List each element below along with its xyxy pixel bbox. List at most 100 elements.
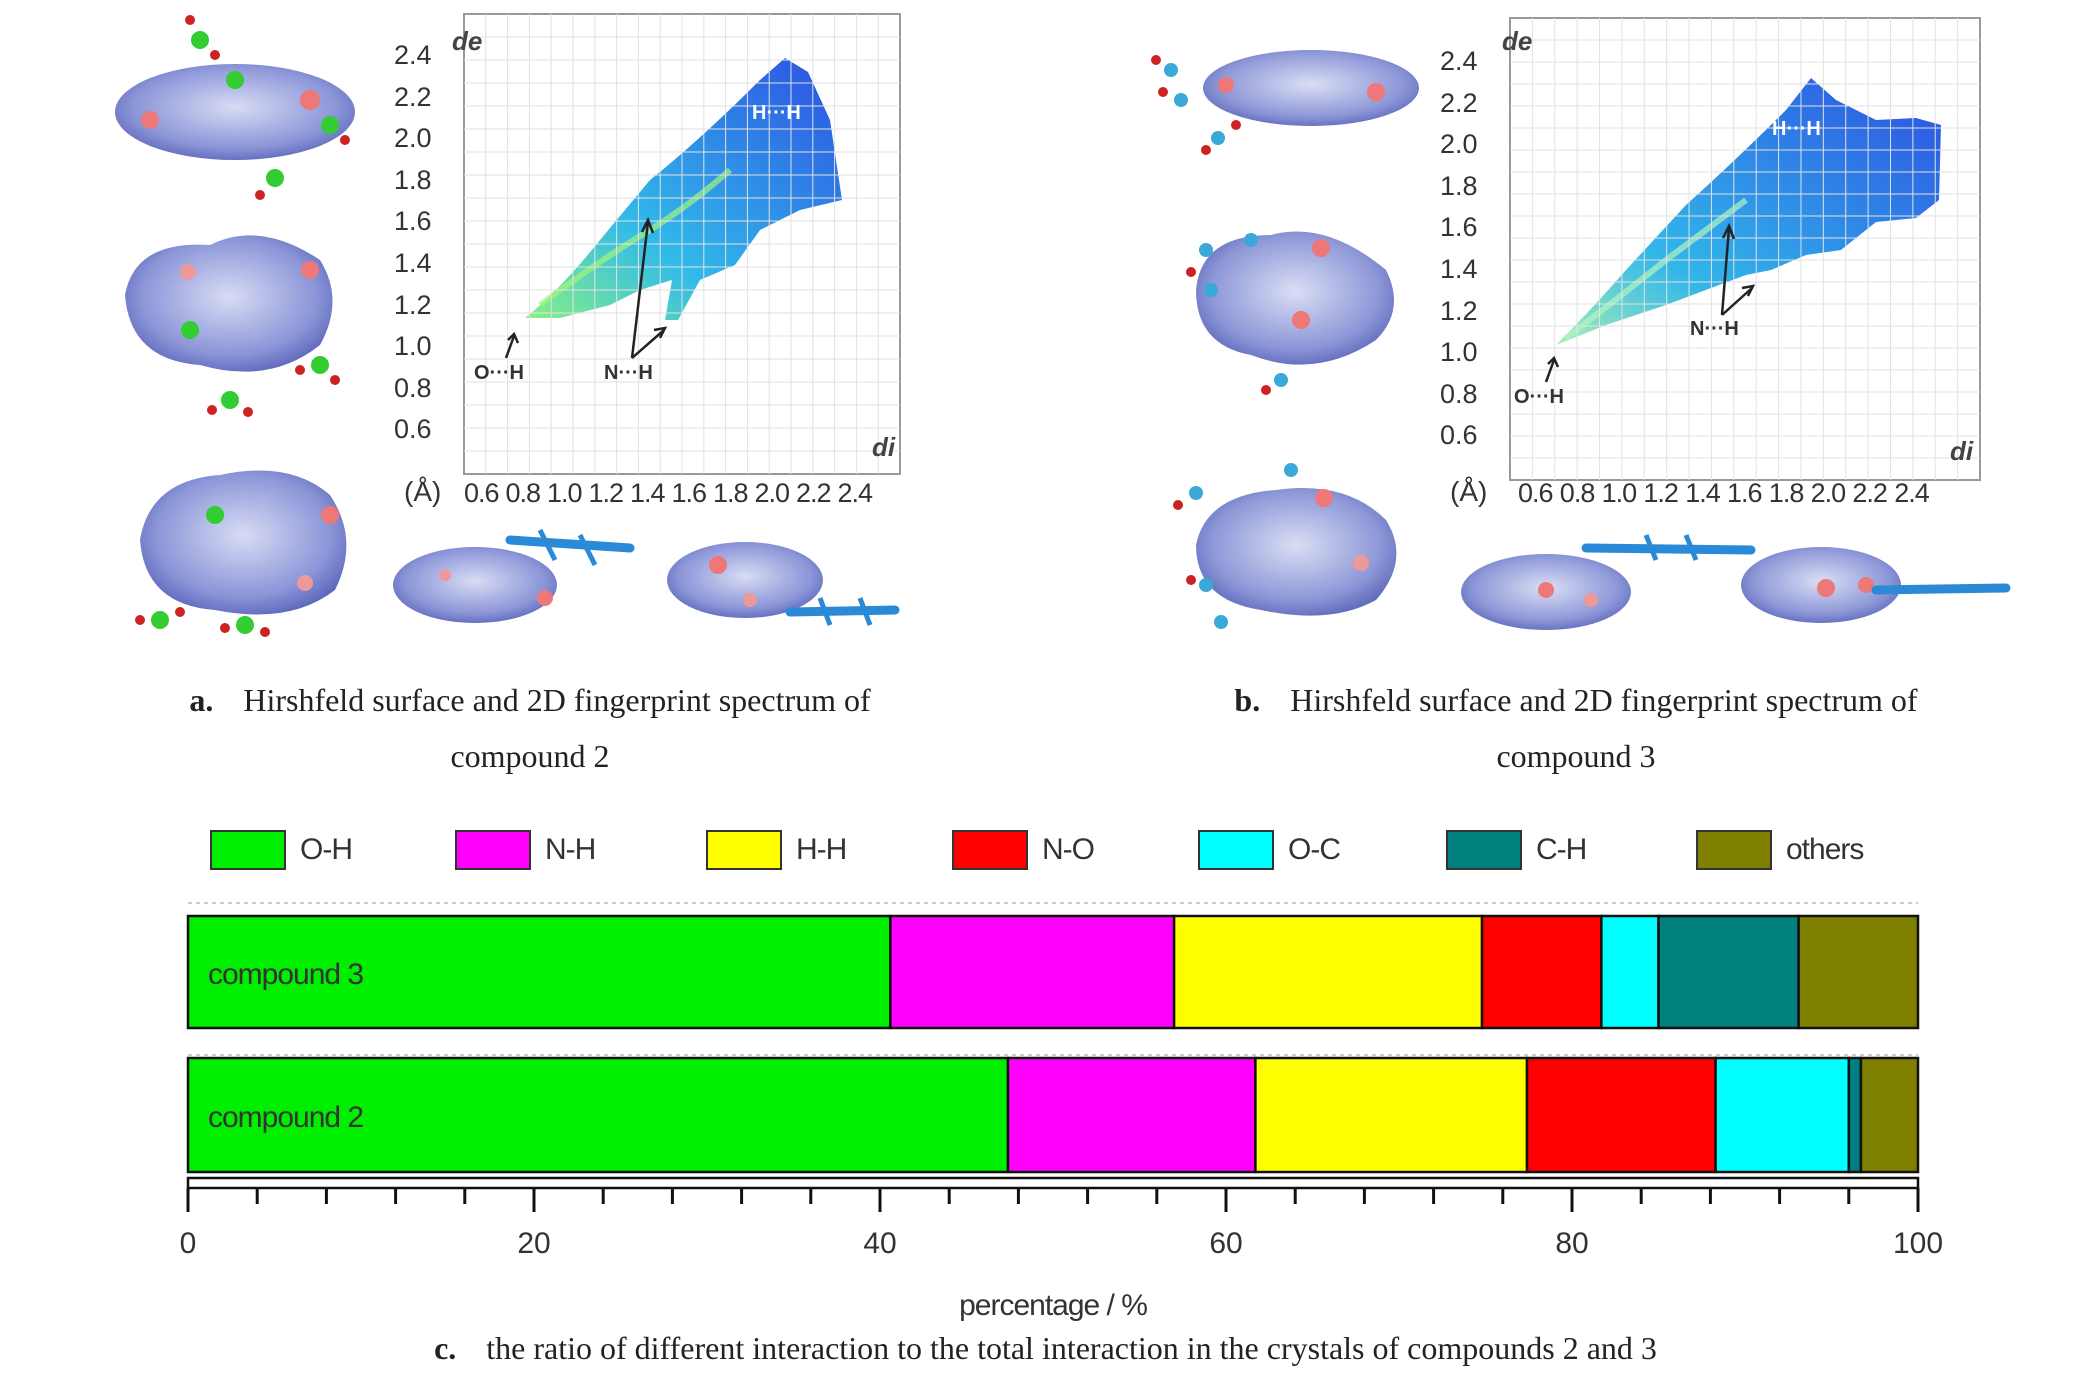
bar-segment — [1600, 914, 1660, 1030]
legend-item: N-O — [952, 828, 1095, 872]
fingerprint-grid — [464, 14, 900, 474]
annotation-hh: H···H — [1772, 118, 1821, 140]
hirshfeld-surface-a5 — [667, 542, 900, 626]
bar-segment — [1797, 914, 1920, 1030]
hirshfeld-surface-a4 — [393, 528, 635, 623]
stacked-bar-chart: compound 3 compound 2 0 20 40 60 80 100 percenta… — [180, 902, 1943, 1322]
y-tick-label: 1.8 — [394, 164, 432, 195]
y-tick-label: 2.2 — [1440, 87, 1478, 118]
hirshfeld-surface-b5 — [1741, 547, 2011, 623]
x-tick-label: 1.0 — [547, 478, 583, 508]
x-tick-label: 0 — [180, 1227, 197, 1260]
x-tick-label: 40 — [863, 1227, 896, 1260]
y-tick-label: 2.0 — [1440, 129, 1478, 160]
annotation-oh: O···H — [474, 362, 524, 384]
caption-letter: c. — [434, 1330, 457, 1366]
annotation-hh: H···H — [752, 102, 801, 124]
annotation-nh: N···H — [604, 362, 653, 384]
x-tick-label: 1.8 — [713, 478, 749, 508]
x-tick-label: 2.2 — [1852, 478, 1888, 508]
panel-a: de di (Å) 2.4 2.2 2.0 1.8 1.6 1.4 1.2 1.0 0.8 0.6… — [0, 0, 1045, 774]
bar-segment — [1714, 1056, 1851, 1174]
x-tick-label: 80 — [1555, 1227, 1588, 1260]
legend-label: H-H — [796, 833, 847, 866]
x-axis-label: percentage / % — [959, 1289, 1147, 1322]
x-tick-label: 2.4 — [837, 478, 874, 508]
x-tick-label: 2.0 — [1810, 478, 1847, 508]
legend-item: O-H — [210, 828, 353, 872]
y-tick-label: 1.0 — [1440, 337, 1478, 368]
y-tick-label: 1.4 — [1440, 254, 1478, 284]
caption-a: a. Hirshfeld surface and 2D fingerprint s… — [60, 672, 1000, 784]
y-tick-label: 0.8 — [1440, 378, 1478, 409]
caption-c: c. the ratio of different interaction to … — [0, 1320, 2091, 1376]
caption-line1: Hirshfeld surface and 2D fingerprint spe… — [1290, 682, 1918, 718]
hirshfeld-surface-b3 — [1173, 463, 1397, 629]
x-tick-label: 1.6 — [671, 478, 708, 508]
x-tick-label: 1.0 — [1601, 478, 1638, 508]
de-axis-label: de — [1502, 26, 1533, 56]
legend-swatch — [1446, 830, 1522, 870]
caption-text: the ratio of different interaction to th… — [486, 1330, 1657, 1366]
bar-segment — [186, 914, 892, 1030]
bar-segment — [1657, 914, 1800, 1030]
legend-swatch — [1198, 830, 1274, 870]
bar-segment — [186, 1056, 1010, 1174]
caption-line1: Hirshfeld surface and 2D fingerprint spe… — [243, 682, 871, 718]
x-tick-label: 0.6 — [1518, 478, 1554, 508]
y-tick-label: 1.2 — [1440, 295, 1478, 326]
annotation-oh: O···H — [1514, 386, 1564, 408]
y-tick-label: 0.6 — [1440, 420, 1478, 451]
legend-item: C-H — [1446, 828, 1587, 872]
y-tick-label: 1.0 — [394, 331, 432, 362]
legend-label: others — [1786, 833, 1864, 866]
bar-segment — [1006, 1056, 1257, 1174]
fingerprint-grid — [1510, 18, 1980, 480]
y-tick-label: 0.6 — [394, 414, 432, 445]
legend-label: N-H — [545, 833, 596, 866]
x-tick-label: 1.2 — [588, 478, 625, 508]
legend-swatch — [455, 830, 531, 870]
y-tick-label: 1.6 — [1440, 212, 1478, 243]
annotation-nh: N···H — [1690, 318, 1739, 340]
bar-segment — [1172, 914, 1484, 1030]
hirshfeld-surface-b4 — [1461, 534, 1756, 630]
x-tick-label: 20 — [517, 1227, 550, 1260]
panel-b-figure — [1151, 17, 2011, 630]
category-label: compound 3 — [208, 958, 363, 991]
legend-label: N-O — [1042, 833, 1095, 866]
x-tick-label: 1.8 — [1768, 478, 1805, 508]
caption-letter: b. — [1234, 682, 1261, 718]
x-tick-label: 2.4 — [1894, 478, 1930, 508]
y-tick-label: 1.2 — [394, 289, 432, 320]
hirshfeld-surface-a2 — [125, 235, 340, 417]
bar-segment — [1847, 1056, 1863, 1174]
legend-item: H-H — [706, 828, 847, 872]
panel-b: de di (Å) 2.4 2.2 2.0 1.8 1.6 1.4 1.2 1.0 0.8 0.6… — [1046, 0, 2091, 774]
bar-segment — [1525, 1056, 1717, 1174]
hirshfeld-surface-a3 — [135, 470, 347, 637]
legend-swatch — [952, 830, 1028, 870]
bar-segment — [1859, 1056, 1920, 1174]
y-tick-label: 1.6 — [394, 206, 432, 237]
x-tick-label: 1.6 — [1727, 478, 1763, 508]
caption-letter: a. — [189, 682, 214, 718]
y-tick-label: 0.8 — [394, 372, 432, 403]
y-tick-label: 2.4 — [1440, 46, 1478, 76]
di-axis-label: di — [872, 432, 896, 462]
bar-segment — [889, 914, 1176, 1030]
x-tick-label: 1.4 — [630, 478, 666, 508]
hirshfeld-surface-a1 — [115, 15, 355, 200]
legend-label: O-C — [1288, 833, 1341, 866]
x-tick-label: 0.8 — [1559, 478, 1596, 508]
y-tick-label: 2.0 — [394, 123, 432, 154]
annotation-arrows-a — [504, 216, 668, 359]
x-tick-label: 100 — [1893, 1227, 1943, 1260]
x-tick-label: 0.6 — [464, 478, 500, 508]
y-tick-label: 2.4 — [394, 40, 432, 70]
y-tick-label: 1.4 — [394, 248, 432, 278]
panel-c: O-H N-H H-H N-O O-C C-H others compound 3 compo… — [0, 800, 2091, 1390]
bar-segment — [1254, 1056, 1529, 1174]
y-tick-label: 2.2 — [394, 81, 432, 112]
hirshfeld-surface-b1 — [1151, 50, 1419, 155]
